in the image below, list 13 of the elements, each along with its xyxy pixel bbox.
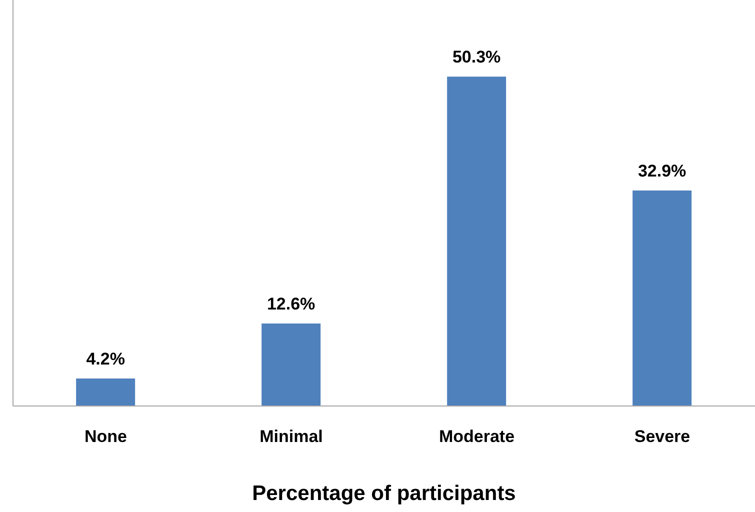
bar: [76, 378, 136, 406]
bar: [447, 76, 506, 406]
x-tick-label: None: [84, 427, 127, 446]
bar: [262, 323, 321, 406]
data-label: 4.2%: [86, 349, 125, 368]
bar: [632, 190, 692, 406]
data-label: 12.6%: [266, 294, 316, 314]
x-tick-label: Severe: [634, 427, 690, 446]
x-axis-title: Percentage of participants: [252, 482, 516, 505]
data-label: 50.3%: [452, 48, 501, 67]
data-label: 32.9%: [638, 162, 686, 181]
x-tick-label: Minimal: [260, 427, 323, 446]
x-tick-label: Moderate: [438, 427, 515, 446]
